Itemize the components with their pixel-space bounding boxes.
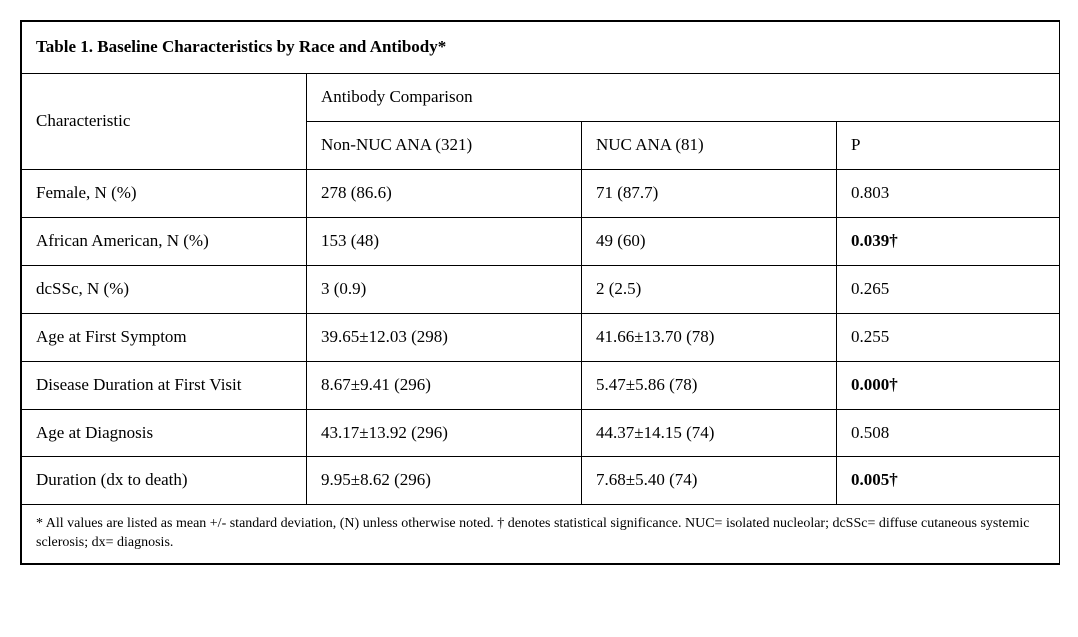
- row-label: Age at Diagnosis: [22, 409, 307, 457]
- row-c1: 278 (86.6): [307, 169, 582, 217]
- row-label: Duration (dx to death): [22, 457, 307, 505]
- header-col3: P: [837, 121, 1060, 169]
- row-p: 0.508: [837, 409, 1060, 457]
- row-c1: 9.95±8.62 (296): [307, 457, 582, 505]
- row-c1: 43.17±13.92 (296): [307, 409, 582, 457]
- table-row: Age at Diagnosis 43.17±13.92 (296) 44.37…: [22, 409, 1060, 457]
- row-p: 0.000†: [837, 361, 1060, 409]
- footnote-row: * All values are listed as mean +/- stan…: [22, 505, 1060, 564]
- row-label: dcSSc, N (%): [22, 265, 307, 313]
- row-c1: 39.65±12.03 (298): [307, 313, 582, 361]
- row-c2: 2 (2.5): [582, 265, 837, 313]
- table-body: Table 1. Baseline Characteristics by Rac…: [22, 22, 1060, 564]
- row-label: Age at First Symptom: [22, 313, 307, 361]
- header-col1: Non-NUC ANA (321): [307, 121, 582, 169]
- table-title: Table 1. Baseline Characteristics by Rac…: [22, 22, 1060, 74]
- table-row: Duration (dx to death) 9.95±8.62 (296) 7…: [22, 457, 1060, 505]
- header-col2: NUC ANA (81): [582, 121, 837, 169]
- row-p: 0.255: [837, 313, 1060, 361]
- table-row: Disease Duration at First Visit 8.67±9.4…: [22, 361, 1060, 409]
- row-c2: 49 (60): [582, 217, 837, 265]
- row-p: 0.005†: [837, 457, 1060, 505]
- row-c1: 153 (48): [307, 217, 582, 265]
- row-c1: 8.67±9.41 (296): [307, 361, 582, 409]
- table-row: dcSSc, N (%) 3 (0.9) 2 (2.5) 0.265: [22, 265, 1060, 313]
- row-c2: 7.68±5.40 (74): [582, 457, 837, 505]
- row-c2: 5.47±5.86 (78): [582, 361, 837, 409]
- row-p: 0.803: [837, 169, 1060, 217]
- table-footnote: * All values are listed as mean +/- stan…: [22, 505, 1060, 564]
- baseline-characteristics-table: Table 1. Baseline Characteristics by Rac…: [20, 20, 1060, 565]
- row-label: African American, N (%): [22, 217, 307, 265]
- header-group-label: Antibody Comparison: [307, 73, 1060, 121]
- row-c1: 3 (0.9): [307, 265, 582, 313]
- row-label: Female, N (%): [22, 169, 307, 217]
- table-row: Age at First Symptom 39.65±12.03 (298) 4…: [22, 313, 1060, 361]
- table-row: African American, N (%) 153 (48) 49 (60)…: [22, 217, 1060, 265]
- row-label: Disease Duration at First Visit: [22, 361, 307, 409]
- header-row-1: Characteristic Antibody Comparison: [22, 73, 1060, 121]
- row-c2: 71 (87.7): [582, 169, 837, 217]
- row-c2: 41.66±13.70 (78): [582, 313, 837, 361]
- header-characteristic: Characteristic: [22, 73, 307, 169]
- row-c2: 44.37±14.15 (74): [582, 409, 837, 457]
- row-p: 0.265: [837, 265, 1060, 313]
- title-row: Table 1. Baseline Characteristics by Rac…: [22, 22, 1060, 74]
- table: Table 1. Baseline Characteristics by Rac…: [21, 21, 1060, 564]
- row-p: 0.039†: [837, 217, 1060, 265]
- table-row: Female, N (%) 278 (86.6) 71 (87.7) 0.803: [22, 169, 1060, 217]
